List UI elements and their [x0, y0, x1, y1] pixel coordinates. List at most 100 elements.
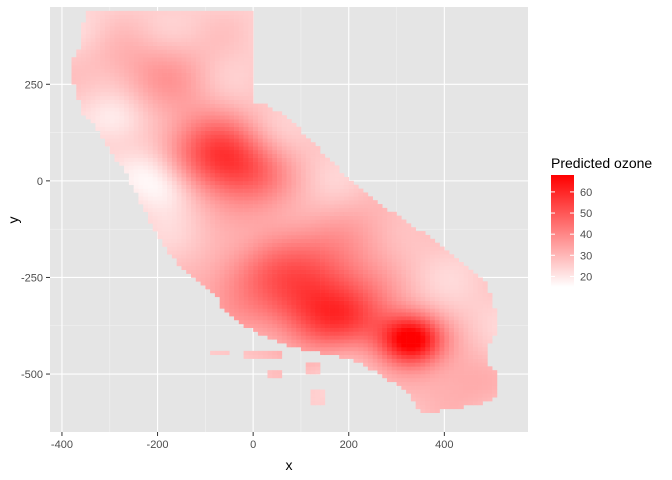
heatmap-cell [186, 26, 192, 31]
heatmap-cell [348, 254, 354, 259]
heatmap-cell [420, 281, 426, 286]
heatmap-cell [363, 285, 369, 290]
heatmap-cell [119, 80, 125, 85]
heatmap-cell [186, 111, 192, 116]
heatmap-cell [420, 292, 426, 298]
heatmap-cell [386, 319, 393, 325]
heatmap-cell [482, 350, 488, 356]
heatmap-cell [334, 281, 340, 286]
heatmap-cell [272, 308, 278, 313]
heatmap-cell [90, 34, 96, 39]
heatmap-cell [367, 204, 373, 209]
heatmap-cell [386, 234, 393, 240]
heatmap-cell [449, 265, 455, 271]
heatmap-cell [176, 126, 182, 131]
heatmap-cell [262, 258, 268, 263]
heatmap-cell [267, 180, 273, 186]
heatmap-cell [324, 289, 330, 294]
heatmap-cell [167, 165, 173, 170]
heatmap-cell [434, 269, 440, 274]
heatmap-cell [191, 68, 197, 73]
heatmap-cell [449, 377, 455, 383]
heatmap-cell [257, 215, 264, 220]
heatmap-cell [396, 234, 402, 240]
heatmap-cell [458, 354, 464, 359]
heatmap-cell [272, 142, 278, 147]
heatmap-cell [133, 88, 139, 93]
heatmap-cell [157, 207, 163, 213]
heatmap-cell [200, 258, 206, 263]
heatmap-cell [358, 335, 364, 340]
heatmap-cell [329, 231, 335, 236]
heatmap-cell [138, 130, 144, 135]
heatmap-cell [363, 350, 369, 356]
heatmap-cell [367, 258, 373, 263]
heatmap-cell [272, 119, 278, 124]
heatmap-cell [128, 142, 134, 147]
heatmap-cell [425, 292, 431, 298]
heatmap-cell [420, 397, 426, 402]
heatmap-cell [439, 374, 445, 379]
heatmap-cell [186, 115, 192, 120]
heatmap-cell [210, 254, 216, 259]
heatmap-cell [219, 68, 225, 73]
heatmap-cell [391, 246, 397, 251]
heatmap-cell [310, 327, 316, 332]
heatmap-cell [243, 84, 249, 89]
heatmap-cell [119, 103, 125, 108]
heatmap-cell [367, 277, 373, 282]
heatmap-cell [277, 281, 283, 286]
heatmap-cell [234, 103, 240, 108]
heatmap-cell [315, 265, 321, 271]
heatmap-cell [358, 358, 364, 363]
heatmap-cell [315, 184, 321, 189]
heatmap-cell [85, 88, 91, 93]
heatmap-cell [401, 296, 407, 301]
heatmap-cell [162, 122, 168, 128]
heatmap-cell [128, 18, 134, 23]
heatmap-cell [296, 319, 302, 325]
heatmap-cell [286, 177, 292, 182]
heatmap-cell [210, 269, 216, 274]
heatmap-cell [124, 149, 130, 155]
heatmap-cell [348, 223, 354, 228]
heatmap-cell [300, 134, 307, 139]
heatmap-cell [214, 211, 220, 216]
heatmap-cell [444, 339, 450, 344]
heatmap-cell [396, 292, 402, 298]
heatmap-cell [167, 238, 173, 243]
heatmap-cell [324, 292, 330, 298]
heatmap-cell [181, 211, 187, 216]
heatmap-cell [377, 262, 383, 267]
heatmap-cell [171, 61, 177, 66]
heatmap-cell [205, 254, 211, 259]
heatmap-cell [219, 157, 225, 162]
heatmap-cell [109, 146, 115, 151]
heatmap-cell [210, 219, 216, 224]
heatmap-cell [305, 200, 311, 205]
heatmap-cell [176, 234, 182, 240]
heatmap-cell [195, 173, 201, 178]
heatmap-cell [262, 254, 268, 259]
heatmap-cell [219, 34, 225, 39]
heatmap-cell [176, 95, 182, 101]
heatmap-cell [353, 238, 359, 243]
heatmap-cell [157, 188, 163, 193]
heatmap-cell [272, 277, 278, 282]
heatmap-cell [138, 10, 144, 16]
heatmap-cell [214, 41, 220, 46]
heatmap-cell [243, 231, 249, 236]
heatmap-cell [339, 262, 345, 267]
heatmap-cell [248, 49, 254, 54]
heatmap-cell [224, 350, 230, 356]
heatmap-cell [477, 362, 483, 367]
heatmap-cell [425, 374, 431, 379]
heatmap-cell [210, 45, 216, 50]
heatmap-cell [324, 204, 330, 209]
heatmap-cell [281, 219, 287, 224]
heatmap-cell [473, 304, 479, 309]
heatmap-cell [195, 41, 201, 46]
heatmap-cell [248, 354, 254, 359]
heatmap-cell [138, 76, 144, 81]
heatmap-cell [81, 88, 87, 93]
